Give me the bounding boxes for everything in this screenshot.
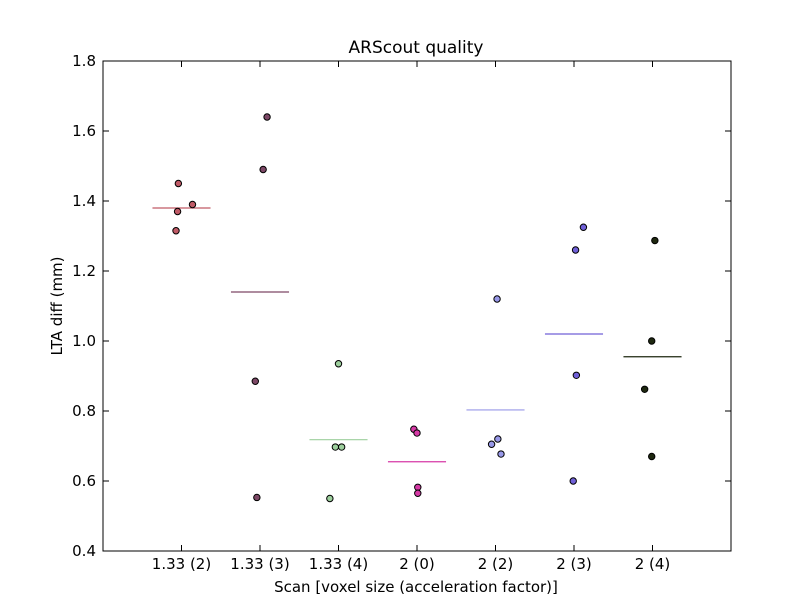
data-point — [414, 483, 422, 491]
y-axis-label: LTA diff (mm) — [48, 256, 66, 355]
data-point — [494, 435, 502, 443]
data-point — [640, 385, 649, 393]
y-tick-label: 0.8 — [72, 402, 96, 420]
data-point — [493, 295, 501, 303]
x-tick-label: 2 (4) — [635, 555, 671, 573]
data-point — [572, 371, 581, 379]
y-tick-label: 1.2 — [72, 262, 96, 280]
data-point — [326, 494, 334, 503]
x-tick-label: 2 (0) — [399, 555, 435, 573]
data-point — [251, 377, 259, 385]
data-point — [569, 477, 577, 485]
y-tick-label: 0.4 — [72, 542, 96, 560]
data-point — [497, 450, 505, 458]
x-tick-label: 1.33 (2) — [152, 555, 211, 573]
data-point — [571, 246, 580, 254]
data-point — [337, 443, 346, 451]
data-point — [188, 200, 197, 209]
y-tick-label: 1.8 — [72, 52, 96, 70]
data-point — [413, 429, 421, 437]
data-point — [334, 360, 343, 368]
x-tick-label: 2 (3) — [556, 555, 592, 573]
x-tick-label: 1.33 (3) — [230, 555, 289, 573]
data-point — [331, 443, 340, 451]
data-point — [172, 227, 180, 235]
data-point — [263, 113, 271, 121]
y-tick-label: 1.4 — [72, 192, 96, 210]
data-point — [487, 440, 496, 448]
data-point — [173, 207, 182, 216]
y-tick-label: 1.6 — [72, 122, 96, 140]
x-axis-label: Scan [voxel size (acceleration factor)] — [274, 578, 558, 596]
data-point — [579, 223, 588, 231]
data-point — [648, 337, 656, 345]
data-point — [253, 493, 261, 502]
y-tick-label: 1.0 — [72, 332, 96, 350]
data-point — [648, 452, 656, 461]
x-tick-label: 1.33 (4) — [309, 555, 368, 573]
plot-frame — [102, 60, 732, 552]
data-point — [174, 179, 183, 188]
x-tick-label: 2 (2) — [478, 555, 514, 573]
data-point — [651, 236, 659, 245]
chart-title: ARScout quality — [349, 38, 484, 58]
y-tick-label: 0.6 — [72, 472, 96, 490]
data-point — [414, 489, 422, 497]
plot-area: 0.4 0.6 0.8 1.0 1.2 1.4 1.6 1.8 1.33 (2) 1.33 (3)… — [72, 52, 732, 573]
data-point — [259, 165, 267, 174]
